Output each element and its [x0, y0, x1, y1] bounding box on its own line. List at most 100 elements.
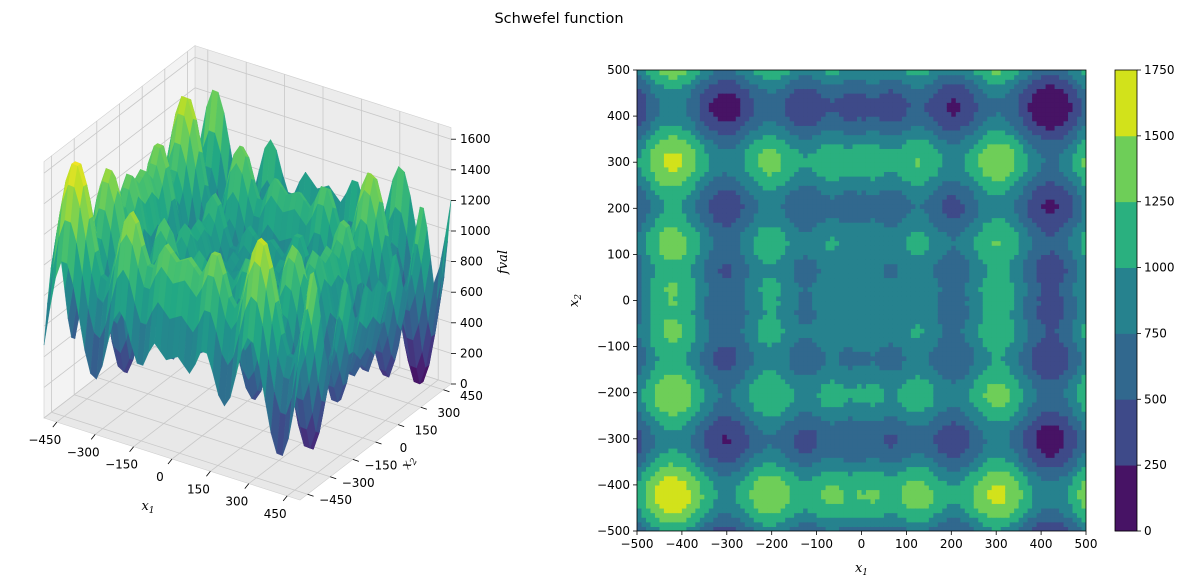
contour-cell: [758, 448, 764, 454]
contour-cell: [672, 74, 679, 80]
contour-cell: [637, 143, 643, 149]
contour-cell: [740, 305, 746, 311]
contour-cell: [762, 120, 768, 126]
contour-cell: [695, 521, 701, 527]
contour-cell: [753, 212, 759, 219]
contour-cell: [758, 323, 764, 329]
contour-cell: [695, 314, 701, 320]
contour-cell: [668, 217, 674, 223]
contour-cell: [690, 217, 696, 223]
contour-cell: [753, 448, 759, 454]
contour-cell: [740, 452, 746, 458]
contour-cell: [708, 457, 714, 463]
contour-cell: [713, 332, 719, 338]
contour-cell: [704, 259, 710, 265]
contour-cell: [699, 323, 705, 329]
contour-cell: [744, 355, 750, 362]
contour-cell: [659, 346, 665, 352]
contour-cell: [672, 438, 679, 445]
contour-cell: [735, 152, 741, 159]
contour-cell: [641, 166, 647, 173]
contour-cell: [726, 217, 732, 223]
contour-cell: [645, 203, 652, 209]
contour-cell: [722, 148, 728, 154]
contour-cell: [699, 148, 705, 154]
contour-cell: [740, 152, 746, 159]
contour-cell: [699, 295, 705, 302]
contour-cell: [762, 83, 768, 90]
contour-cell: [726, 466, 732, 472]
contour-cell: [726, 369, 732, 375]
contour-cell: [717, 517, 723, 523]
contour-cell: [708, 360, 714, 366]
contour-cell: [713, 282, 719, 288]
contour-cell: [672, 125, 679, 131]
contour-cell: [762, 420, 768, 426]
contour-cell: [740, 401, 746, 408]
contour-cell: [753, 498, 759, 504]
contour-cell: [753, 383, 759, 389]
contour-cell: [731, 235, 737, 242]
contour-cell: [726, 97, 732, 103]
contour-cell: [663, 471, 670, 477]
contour-cell: [749, 438, 755, 445]
contour-cell: [713, 189, 719, 196]
contour-cell: [744, 471, 750, 477]
contour-cell: [744, 392, 750, 398]
contour-cell: [762, 351, 768, 357]
contour-cell: [699, 259, 705, 265]
contour-cell: [668, 116, 674, 122]
contour-cell: [637, 268, 643, 274]
contour-cell: [713, 88, 719, 94]
contour-cell: [717, 282, 723, 288]
contour-cell: [654, 226, 661, 232]
contour-cell: [753, 328, 759, 334]
contour-cell: [637, 397, 643, 403]
contour-cell: [744, 148, 750, 154]
contour-cell: [722, 429, 728, 435]
x-tick-label: 450: [264, 507, 287, 521]
contour-cell: [681, 369, 687, 375]
contour-cell: [762, 484, 768, 491]
contour-cell: [645, 212, 652, 219]
contour-cell: [677, 457, 683, 463]
contour-cell: [645, 475, 652, 481]
contour-cell: [762, 259, 768, 265]
contour-cell: [735, 134, 741, 140]
contour-cell: [767, 498, 773, 504]
contour-cell: [735, 461, 741, 468]
contour-cell: [704, 498, 710, 504]
contour-cell: [650, 129, 656, 136]
contour-cell: [645, 93, 652, 99]
contour-cell: [731, 521, 737, 527]
contour-cell: [735, 480, 741, 486]
contour-cell: [704, 314, 710, 320]
contour-cell: [663, 134, 670, 140]
contour-cell: [690, 346, 696, 352]
contour-cell: [645, 291, 652, 297]
contour-cell: [758, 415, 764, 421]
contour-cell: [645, 498, 652, 504]
contour-cell: [767, 494, 773, 500]
contour-cell: [677, 286, 683, 292]
contour-cell: [654, 526, 661, 531]
contour-cell: [686, 498, 692, 504]
contour-cell: [699, 272, 705, 279]
contour-cell: [668, 360, 674, 366]
contour-cell: [641, 268, 647, 274]
contour-cell: [717, 83, 723, 90]
contour-cell: [637, 217, 643, 223]
contour-cell: [744, 263, 750, 269]
contour-cell: [762, 443, 768, 449]
contour-cell: [690, 106, 696, 113]
contour-cell: [668, 517, 674, 523]
contour-cell: [717, 106, 723, 113]
contour-cell: [749, 162, 755, 168]
contour-cell: [645, 494, 652, 500]
contour-cell: [713, 443, 719, 449]
contour-cell: [704, 318, 710, 325]
contour-cell: [767, 369, 773, 375]
contour-cell: [749, 129, 755, 136]
contour-cell: [645, 415, 652, 421]
contour-cell: [650, 282, 656, 288]
